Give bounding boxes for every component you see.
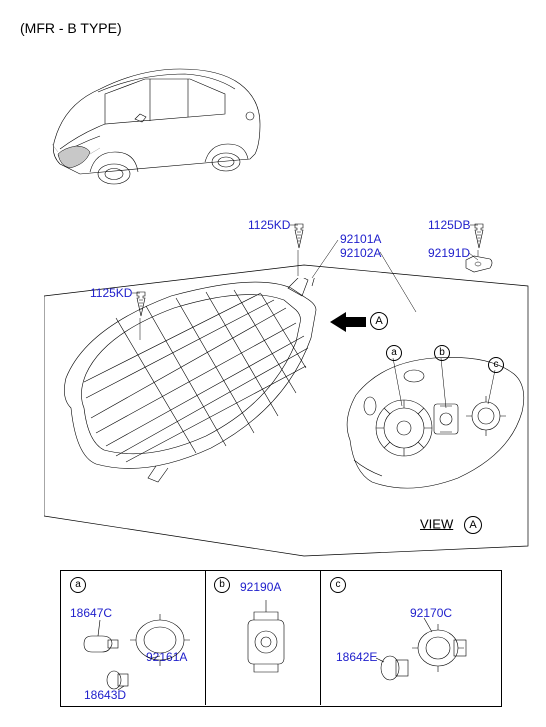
view-caption: VIEW A — [420, 516, 482, 534]
box-c-illustration — [332, 600, 492, 700]
view-a-arrow-icon — [328, 310, 368, 334]
box-a-header: a — [70, 576, 86, 593]
headlamp-front-illustration — [56, 278, 326, 488]
label-92190a: 92190A — [240, 580, 281, 594]
box-a-illustration — [68, 600, 202, 702]
parts-divider-2 — [320, 570, 321, 705]
box-b-illustration — [224, 600, 310, 696]
box-c-header: c — [330, 576, 346, 593]
callout-leaders — [338, 344, 538, 504]
box-b-header: b — [214, 576, 230, 593]
view-a-circle-top: A — [370, 312, 388, 330]
parts-divider-1 — [205, 570, 206, 705]
